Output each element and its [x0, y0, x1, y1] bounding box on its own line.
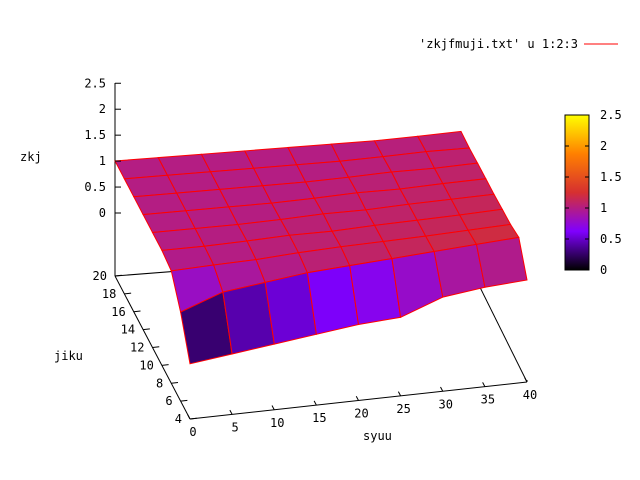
x-tick-label: 20	[354, 407, 368, 421]
surface-cell	[475, 236, 528, 288]
z-tick-label: 0.5	[84, 180, 106, 194]
y-tick-label: 8	[156, 376, 163, 390]
y-tick	[161, 364, 169, 366]
x-tick-label: 30	[439, 397, 453, 411]
x-tick-label: 5	[232, 420, 239, 434]
colorbox-tick-label: 0.5	[600, 232, 622, 246]
y-tick-label: 20	[93, 269, 107, 283]
z-tick-label: 1	[99, 154, 106, 168]
x-tick-label: 10	[270, 416, 284, 430]
surface-cell	[433, 243, 486, 298]
x-tick	[229, 409, 233, 415]
z-tick-label: 2.5	[84, 76, 106, 90]
z-axis-ticks: 0 0.5 1 1.5 2 2.5	[84, 76, 121, 220]
colorbox-tick-label: 1.5	[600, 170, 622, 184]
y-tick-label: 12	[130, 341, 144, 355]
x-tick-label: 0	[189, 425, 196, 439]
x-tick	[355, 395, 359, 401]
x-tick	[440, 386, 444, 392]
colorbox-tick-label: 2.5	[600, 108, 622, 122]
colorbox-ticks: 0 0.5 1 1.5 2 2.5	[565, 108, 622, 277]
y-tick	[152, 346, 160, 348]
y-tick	[189, 417, 197, 420]
y-tick	[114, 274, 122, 277]
y-tick-label: 18	[102, 287, 116, 301]
legend-label: 'zkjfmuji.txt' u 1:2:3	[419, 37, 578, 51]
x-tick	[187, 414, 191, 420]
surface-cell	[391, 250, 444, 319]
x-tick	[313, 400, 317, 406]
colorbox-tick-label: 2	[600, 139, 607, 153]
z-axis-label: zkj	[20, 150, 42, 164]
x-tick	[271, 405, 275, 410]
y-axis-label: jiku	[54, 349, 83, 363]
x-tick-label: 40	[523, 388, 537, 402]
y-tick-label: 10	[139, 358, 153, 372]
y-tick	[124, 292, 132, 295]
x-axis-ticks: 0 5 10 15 20 25 30 35 40	[187, 377, 537, 439]
x-tick-label: 35	[481, 393, 495, 407]
x-tick	[397, 391, 402, 397]
y-tick	[180, 399, 188, 402]
y-tick-label: 4	[175, 412, 182, 426]
y-tick-label: 14	[121, 323, 135, 337]
colorbox-tick-label: 1	[600, 201, 607, 215]
y-tick-label: 16	[111, 305, 125, 319]
colorbox-tick-label: 0	[600, 263, 607, 277]
y-tick-label: 6	[165, 394, 172, 408]
x-axis-label: syuu	[363, 429, 392, 443]
z-tick-label: 0	[99, 206, 106, 220]
x-tick	[482, 382, 486, 387]
y-tick	[171, 382, 179, 384]
colorbox-gradient	[564, 114, 590, 271]
z-tick-label: 1.5	[84, 128, 106, 142]
surface-plot	[114, 130, 528, 365]
x-tick-label: 15	[312, 411, 326, 425]
x-tick	[524, 377, 528, 383]
colorbox: 0 0.5 1 1.5 2 2.5	[564, 108, 622, 277]
x-tick-label: 25	[396, 402, 410, 416]
y-tick	[133, 310, 141, 313]
z-tick-label: 2	[99, 102, 106, 116]
y-tick	[143, 328, 150, 331]
legend: 'zkjfmuji.txt' u 1:2:3	[419, 37, 618, 51]
